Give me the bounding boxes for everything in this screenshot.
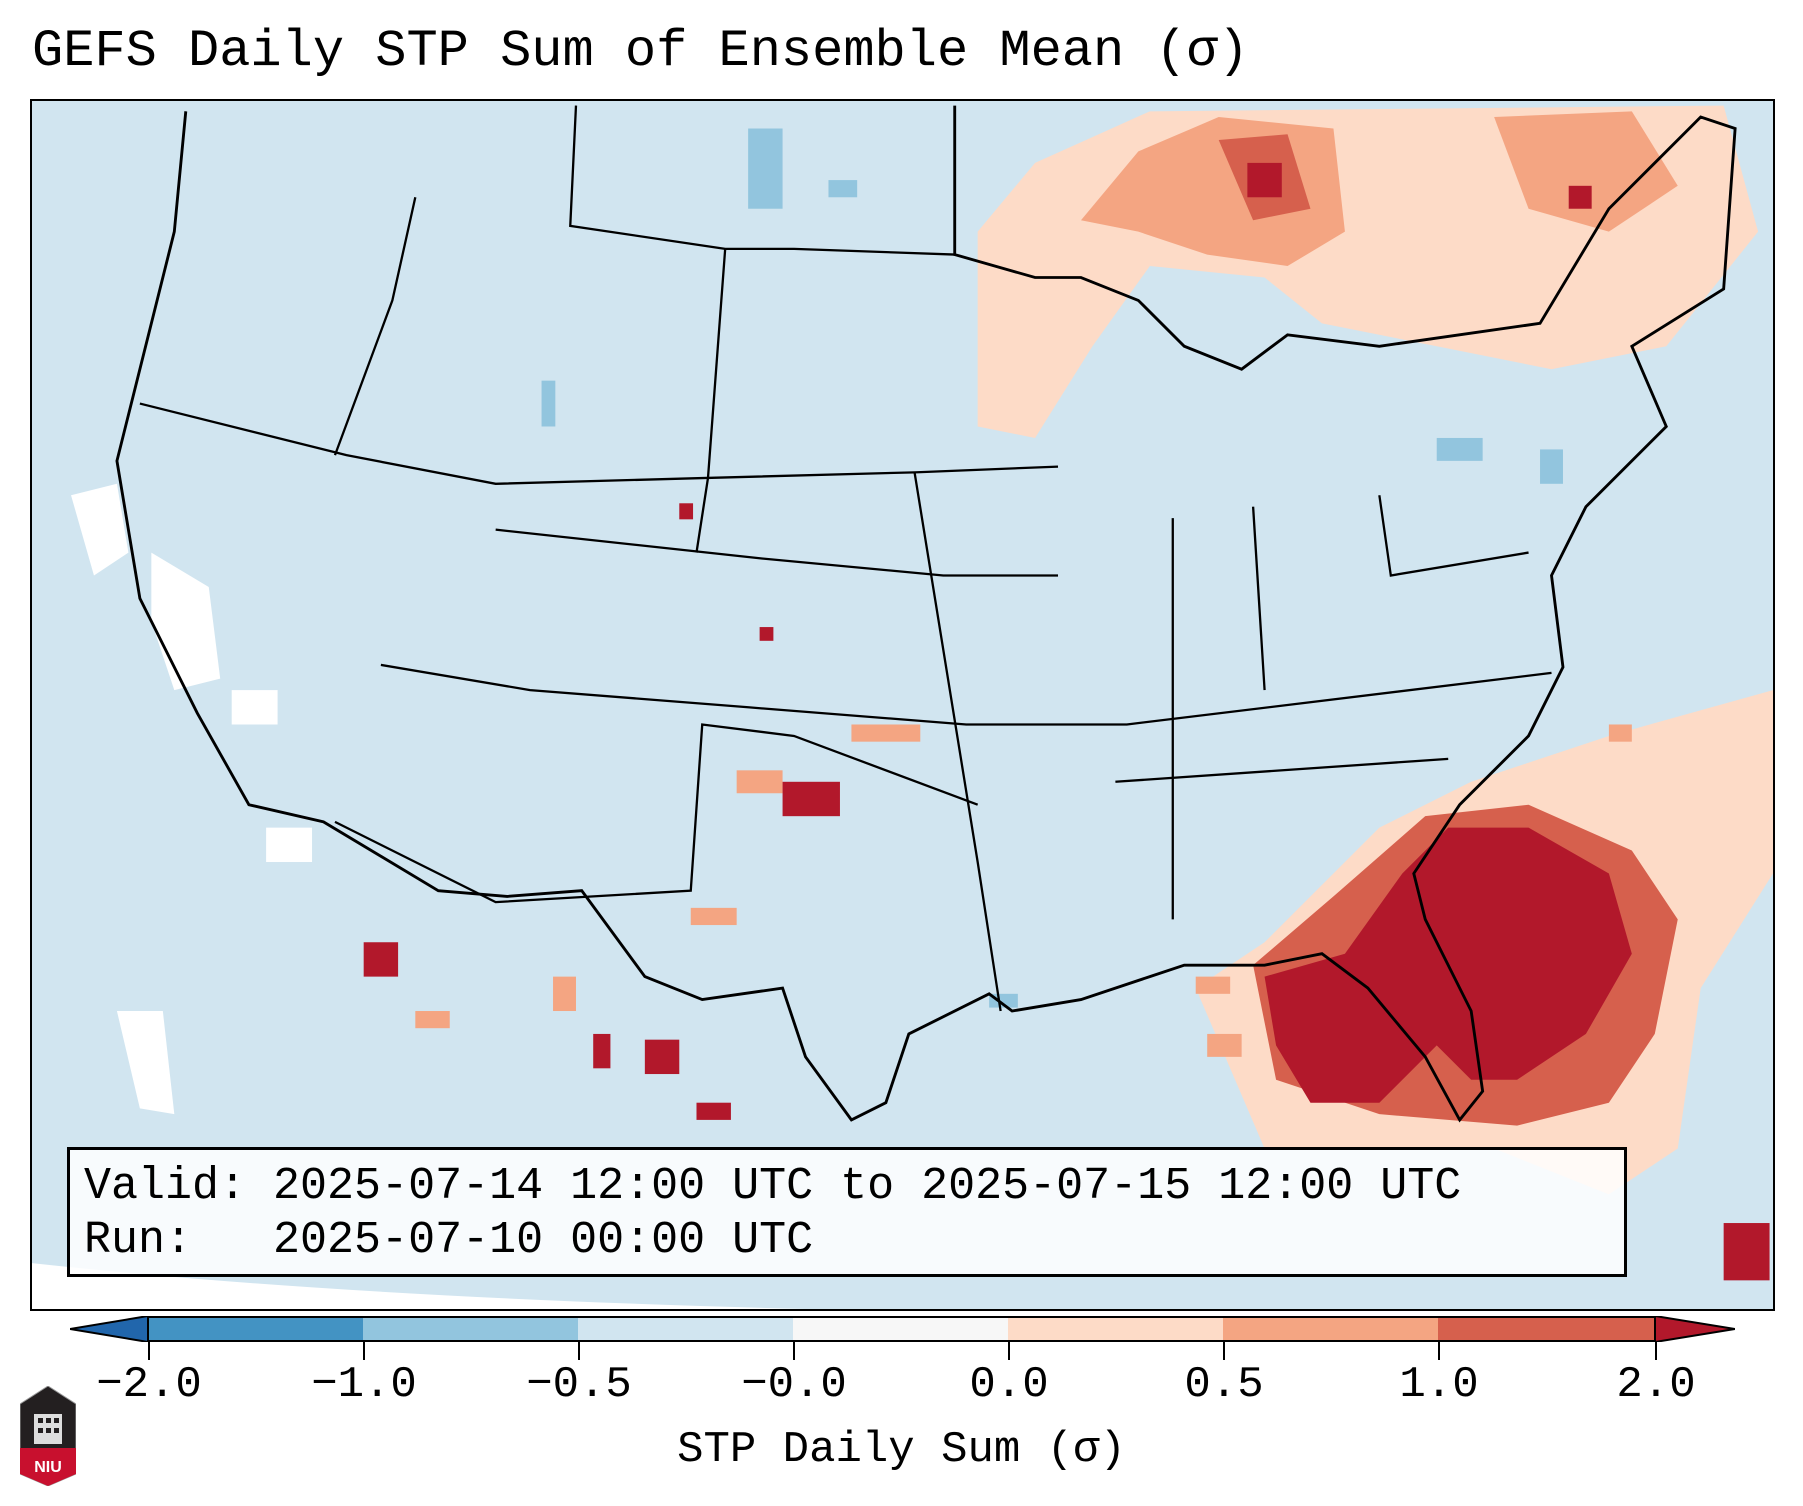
colorbar [70, 1316, 1735, 1342]
anomaly-negative [541, 128, 1563, 1008]
tick-mark [148, 1342, 150, 1360]
anomaly-scattered [415, 724, 1632, 1057]
tick-mark [793, 1342, 795, 1360]
colorbar-bin-1 [148, 1317, 363, 1341]
tick-label: −0.0 [741, 1360, 847, 1410]
stp-map [32, 105, 1773, 1309]
chart-title: GEFS Daily STP Sum of Ensemble Mean (σ) [32, 22, 1249, 81]
valid-info-box: Valid: 2025-07-14 12:00 UTC to 2025-07-1… [67, 1147, 1627, 1277]
valid-value: 2025-07-14 12:00 UTC to 2025-07-15 12:00… [273, 1161, 1462, 1212]
colorbar-bin-4 [793, 1317, 1008, 1341]
tick-mark [1223, 1342, 1225, 1360]
tick-label: −0.5 [526, 1360, 632, 1410]
tick-mark [1438, 1342, 1440, 1360]
tick-mark [1008, 1342, 1010, 1360]
valid-label: Valid: [84, 1161, 247, 1212]
colorbar-bin-6 [1223, 1317, 1438, 1341]
tick-label: 0.5 [1184, 1360, 1264, 1410]
colorbar-label: STP Daily Sum (σ) [677, 1425, 1126, 1475]
run-label: Run: [84, 1215, 193, 1266]
colorbar-bin-7 [1438, 1317, 1655, 1341]
map-panel [30, 99, 1775, 1311]
anomaly-scattered-high [363, 503, 840, 1120]
tick-label: −1.0 [311, 1360, 417, 1410]
tick-mark [578, 1342, 580, 1360]
colorbar-extend-low [70, 1316, 149, 1342]
tick-label: 0.0 [969, 1360, 1049, 1410]
projection-edge [32, 1263, 806, 1309]
anomaly-northeast-max [1247, 162, 1592, 209]
colorbar-bin-2 [363, 1317, 578, 1341]
svg-text:NIU: NIU [34, 1459, 62, 1476]
run-value: 2025-07-10 00:00 UTC [273, 1215, 814, 1266]
colorbar-extend-high [1654, 1316, 1735, 1342]
colorbar-bin-3 [578, 1317, 793, 1341]
tick-mark [1655, 1342, 1657, 1360]
us-outline [115, 105, 1737, 1123]
colorbar-bin-5 [1008, 1317, 1223, 1341]
tick-label: 1.0 [1399, 1360, 1479, 1410]
state-borders [139, 105, 1552, 1012]
anomaly-near-zero [71, 483, 313, 1115]
tick-label: −2.0 [96, 1360, 202, 1410]
tick-mark [363, 1342, 365, 1360]
niu-logo: NIU [20, 1386, 76, 1486]
tick-label: 2.0 [1616, 1360, 1696, 1410]
